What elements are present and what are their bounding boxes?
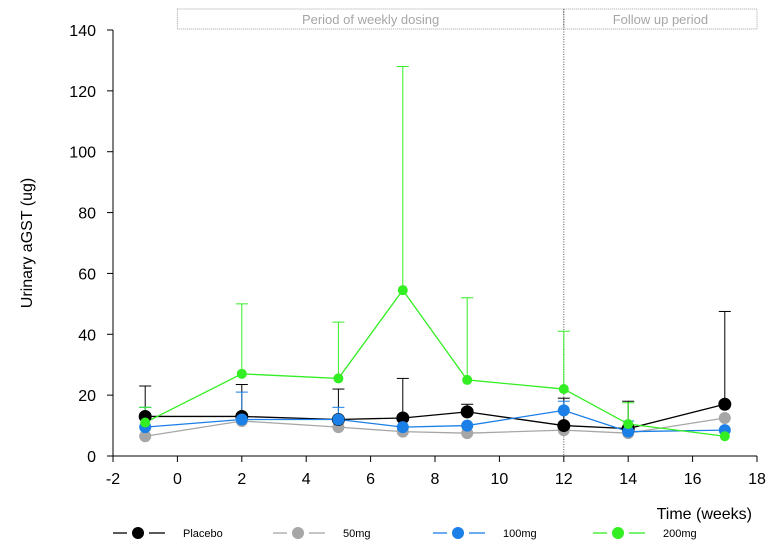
legend-label-placebo: Placebo xyxy=(183,528,223,540)
x-tick-label: 6 xyxy=(366,471,375,488)
x-tick-label: -2 xyxy=(106,471,120,488)
point-100mg xyxy=(332,413,345,426)
y-tick-label: 120 xyxy=(69,84,96,101)
period-annotations: Period of weekly dosing Follow up period xyxy=(176,8,758,456)
legend-marker-100mg xyxy=(452,527,464,539)
point-placebo xyxy=(460,405,474,419)
x-tick-label: 8 xyxy=(431,471,440,488)
legend-label-100mg: 100mg xyxy=(503,528,537,540)
y-tick-label: 0 xyxy=(87,449,96,466)
point-200mg xyxy=(236,368,247,379)
point-placebo xyxy=(718,397,732,411)
point-200mg xyxy=(333,373,344,384)
point-100mg xyxy=(235,413,248,426)
legend-marker-placebo xyxy=(132,527,144,539)
x-tick-label: 4 xyxy=(302,471,311,488)
point-100mg xyxy=(396,421,409,434)
x-tick-label: 12 xyxy=(555,471,573,488)
series-line-50mg xyxy=(145,417,725,437)
series-line-200mg xyxy=(144,289,725,437)
point-200mg xyxy=(719,431,730,442)
x-tick-label: 2 xyxy=(237,471,246,488)
y-tick-label: 20 xyxy=(78,388,96,405)
point-100mg xyxy=(461,419,474,432)
series-line-100mg xyxy=(145,409,725,433)
x-axis-title: Time (weeks) xyxy=(657,506,752,523)
x-tick-label: 18 xyxy=(748,471,766,488)
point-placebo xyxy=(557,419,571,433)
y-tick-label: 140 xyxy=(69,23,96,40)
y-tick-label: 60 xyxy=(78,266,96,283)
axes: 0 20 40 60 80 100 120 140 -2 0 2 4 6 8 10 12 14 16 18 xyxy=(69,23,766,488)
legend-marker-50mg xyxy=(292,527,304,539)
point-200mg xyxy=(623,419,634,430)
x-tick-label: 14 xyxy=(619,471,637,488)
legend-label-50mg: 50mg xyxy=(343,528,371,540)
x-tick-label: 0 xyxy=(173,471,182,488)
x-tick-label: 10 xyxy=(491,471,509,488)
point-200mg xyxy=(140,417,151,428)
x-tick-label: 16 xyxy=(684,471,702,488)
point-200mg xyxy=(397,285,408,296)
data-points xyxy=(138,285,732,443)
y-tick-label: 100 xyxy=(69,145,96,162)
error-bars xyxy=(139,66,731,432)
point-100mg xyxy=(622,425,635,438)
legend-label-200mg: 200mg xyxy=(663,528,697,540)
legend: Placebo 50mg 100mg 200mg xyxy=(113,527,697,540)
period-label: Follow up period xyxy=(613,12,708,27)
point-200mg xyxy=(558,384,569,395)
point-100mg xyxy=(557,404,570,417)
series-lines xyxy=(144,289,725,437)
point-50mg xyxy=(139,430,152,443)
y-tick-label: 80 xyxy=(78,206,96,223)
legend-marker-200mg xyxy=(612,527,624,539)
point-200mg xyxy=(462,374,473,385)
point-50mg xyxy=(718,411,731,424)
y-axis-title: Urinary aGST (ug) xyxy=(19,178,36,308)
period-label: Period of weekly dosing xyxy=(302,12,439,27)
y-tick-label: 40 xyxy=(78,327,96,344)
